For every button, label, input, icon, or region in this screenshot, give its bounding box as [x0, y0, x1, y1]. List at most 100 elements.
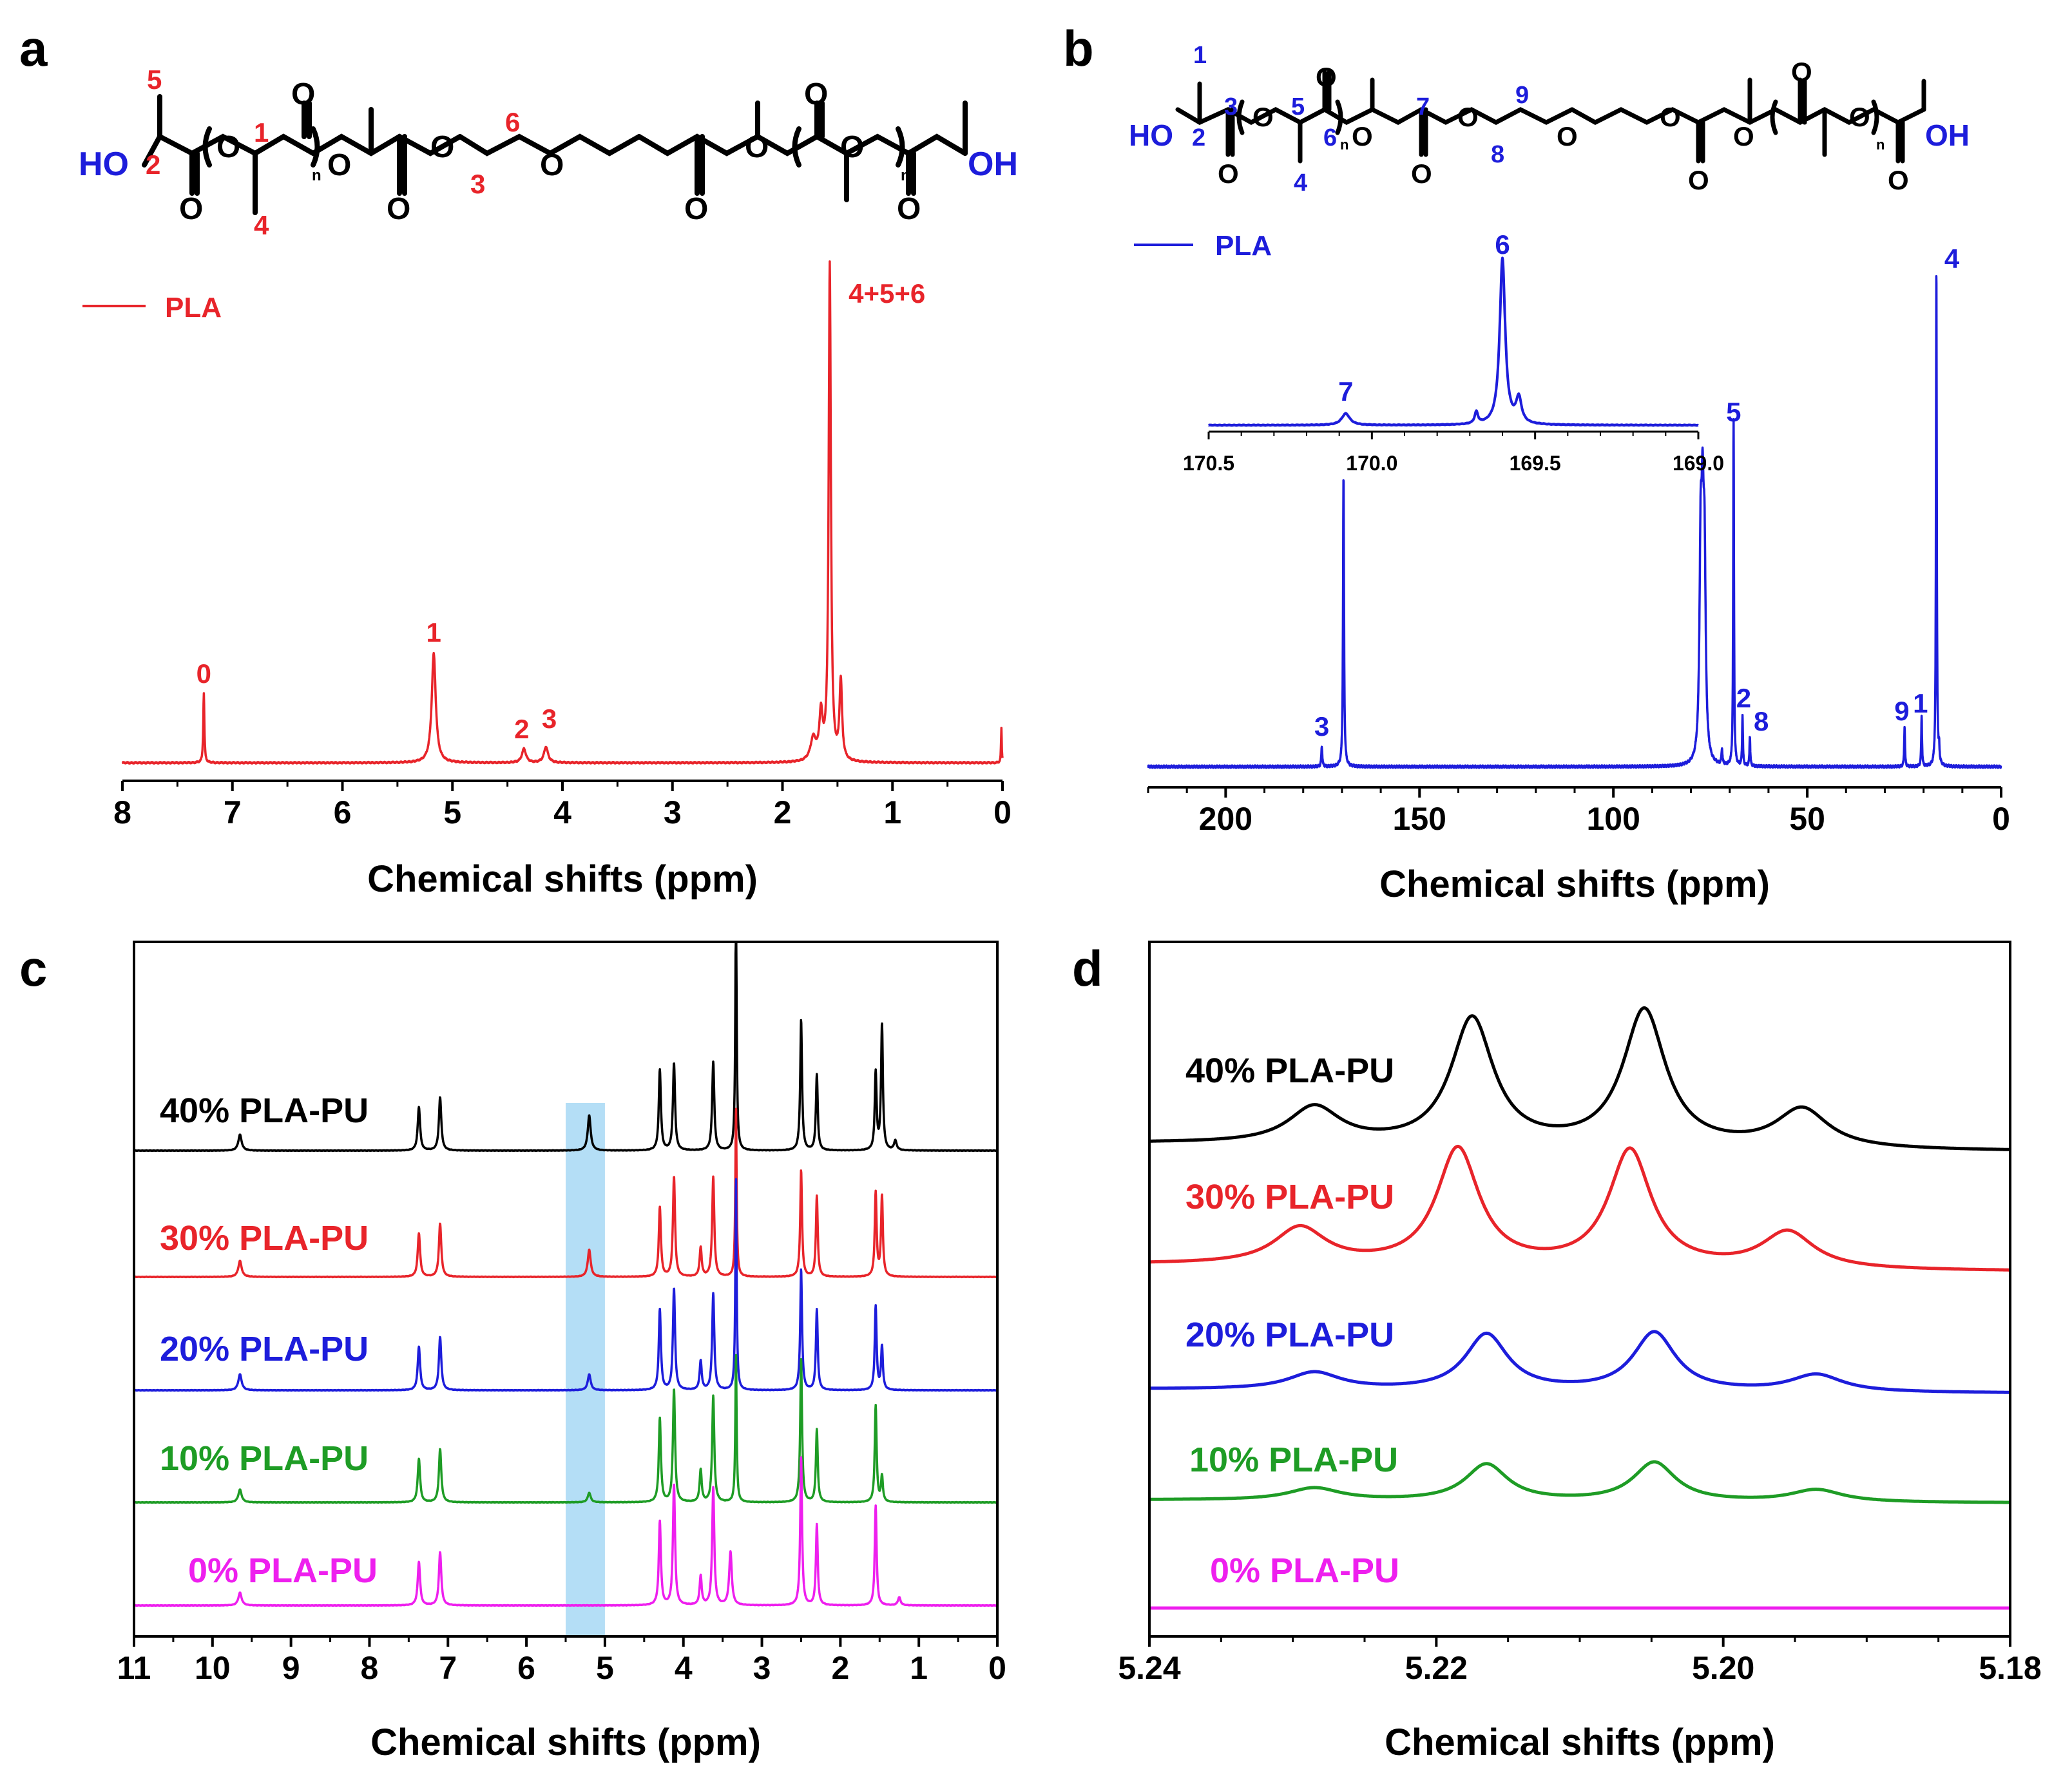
x-axis-title: Chemical shifts (ppm) [1385, 1721, 1775, 1763]
x-tick-label: 6 [334, 794, 352, 830]
structure-b-o: O [1557, 121, 1578, 151]
series-label-10pct-pla-pu: 10% PLA-PU [1189, 1441, 1398, 1479]
spectrum-line-20pct-pla-pu [133, 1178, 999, 1392]
structure-a-backbone-mid [457, 133, 642, 157]
inset-peak-annotation: 7 [1338, 376, 1353, 407]
x-axis-title: Chemical shifts (ppm) [1379, 863, 1770, 905]
structure-b-n: n [1876, 137, 1885, 153]
structure-a-o: O [897, 192, 921, 226]
x-tick-label: 1 [883, 794, 901, 830]
structure-a-bracket [896, 126, 905, 168]
peak-annotation: 4 [1944, 244, 1960, 274]
structure-b-pla [1175, 70, 1926, 164]
structure-b-ho: HO [1129, 119, 1173, 152]
series-label-40pct-pla-pu: 40% PLA-PU [1185, 1051, 1394, 1090]
x-tick-label: 5.18 [1979, 1650, 2041, 1686]
spectrum-line-40pct-pla-pu [133, 942, 999, 1153]
x-tick-label: 4 [553, 794, 571, 830]
structure-b-o: O [1849, 102, 1870, 132]
spectrum-line-10pct-pla-pu [133, 1354, 999, 1504]
inset-peak-annotation: 6 [1495, 229, 1510, 260]
x-tick-label: 7 [224, 794, 242, 830]
inset-x-tick-label: 169.0 [1673, 452, 1724, 475]
peak-annotation: 8 [1754, 706, 1769, 736]
structure-a-labels: HO OH O O O O O O O O O O O O n n 5 2 1 … [79, 64, 1018, 240]
structure-a-num-5: 5 [147, 64, 162, 95]
structure-a-n: n [901, 167, 910, 184]
x-tick-label: 6 [517, 1650, 535, 1686]
peak-annotation: 5 [1726, 397, 1741, 427]
peak-annotation: 3 [1314, 711, 1329, 742]
x-tick-label: 100 [1586, 801, 1640, 837]
legend-label-pla: PLA [1215, 230, 1272, 262]
structure-b-num-2: 2 [1192, 124, 1205, 151]
x-tick-label: 4 [675, 1650, 693, 1686]
structure-a-o: O [840, 130, 864, 164]
structure-a-num-4: 4 [254, 210, 269, 240]
structure-a-o: O [684, 192, 708, 226]
inset-x-tick-label: 170.0 [1346, 452, 1397, 475]
x-tick-label: 150 [1393, 801, 1446, 837]
chart-d: 40% PLA-PU 30% PLA-PU 20% PLA-PU 10% PLA-PU… [1118, 941, 2042, 1763]
x-tick-label: 200 [1199, 801, 1252, 837]
structure-b-o: O [1888, 165, 1909, 195]
peak-annotation: 0 [197, 658, 211, 689]
structure-b-bracket [1770, 99, 1778, 135]
structure-b-o: O [1791, 57, 1812, 87]
spectrum-line-30pct-pla-pu [1148, 1144, 2011, 1272]
structure-b-o: O [1688, 165, 1709, 195]
structure-b-bracket [1871, 99, 1879, 135]
plot-frame [1148, 941, 2011, 1638]
x-tick-label: 10 [195, 1650, 231, 1686]
x-tick-label: 9 [282, 1650, 300, 1686]
panel-label-b: b [1063, 20, 1094, 77]
panel-label-c: c [19, 940, 47, 997]
structure-b-num-6: 6 [1323, 124, 1337, 151]
structure-b-bracket [1335, 99, 1343, 135]
peak-annotation: 2 [514, 714, 529, 744]
panel-d: d 40% PLA-PU 30% PLA-PU 20% PLA-PU 10% PLA-… [1072, 940, 2042, 1763]
series-label-20pct-pla-pu: 20% PLA-PU [160, 1330, 369, 1368]
structure-b-o: O [1733, 121, 1754, 151]
structure-b-num-3: 3 [1224, 93, 1238, 120]
x-tick-label: 0 [988, 1650, 1006, 1686]
peak-annotation: 3 [542, 704, 557, 734]
structure-a-num-3: 3 [470, 169, 485, 199]
x-tick-label: 7 [439, 1650, 457, 1686]
structure-a-bracket [792, 126, 801, 168]
x-tick-label: 0 [993, 794, 1012, 830]
structure-b-n: n [1340, 137, 1348, 153]
structure-b-num-1: 1 [1193, 42, 1207, 69]
structure-b-o: O [1316, 62, 1337, 92]
structure-a-o: O [216, 130, 240, 164]
panel-label-d: d [1072, 940, 1103, 997]
structure-b-labels: HO OH O O O O O O O O O O O O O n n 1 2 … [1129, 42, 1970, 196]
x-tick-label: 5 [443, 794, 461, 830]
spectrum-line-30pct-pla-pu [133, 1107, 999, 1279]
x-tick-label: 50 [1789, 801, 1825, 837]
structure-a-o: O [179, 192, 203, 226]
structure-b-oh: OH [1925, 119, 1970, 152]
spectrum-line-pla [121, 260, 1004, 765]
peak-annotation: 1 [1913, 688, 1928, 718]
x-tick-label: 5 [596, 1650, 614, 1686]
structure-a-num-1: 1 [254, 117, 269, 148]
structure-b-o: O [1411, 158, 1432, 189]
highlight-band [566, 1103, 605, 1636]
series-label-20pct-pla-pu: 20% PLA-PU [1185, 1316, 1394, 1354]
structure-a-ho: HO [79, 146, 129, 183]
structure-a-oh: OH [968, 146, 1018, 183]
x-axis-title: Chemical shifts (ppm) [367, 858, 758, 900]
structure-a-num-6: 6 [505, 107, 520, 137]
inset-x-tick-label: 170.5 [1183, 452, 1234, 475]
x-tick-label: 8 [361, 1650, 379, 1686]
x-tick-label: 5.22 [1405, 1650, 1468, 1686]
series-label-0pct-pla-pu: 0% PLA-PU [1210, 1551, 1399, 1590]
x-tick-label: 3 [664, 794, 682, 830]
structure-b-o: O [1218, 158, 1239, 189]
peak-annotation: 9 [1894, 696, 1909, 726]
spectrum-line-10pct-pla-pu [1148, 1460, 2011, 1504]
x-tick-label: 1 [910, 1650, 928, 1686]
